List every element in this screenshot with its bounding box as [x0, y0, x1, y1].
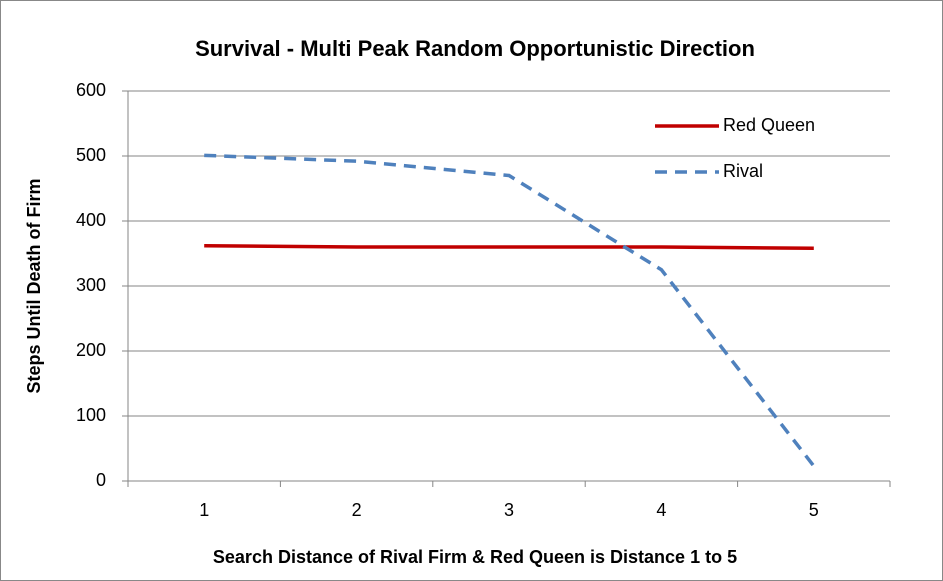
x-tick-label: 2 — [352, 500, 362, 520]
x-tick-label: 4 — [656, 500, 666, 520]
x-axis-label: Search Distance of Rival Firm & Red Quee… — [213, 547, 737, 567]
y-tick-label: 100 — [76, 405, 106, 425]
y-tick-label: 0 — [96, 470, 106, 490]
x-tick-label: 1 — [199, 500, 209, 520]
chart-title: Survival - Multi Peak Random Opportunist… — [195, 36, 755, 61]
y-tick-label: 400 — [76, 210, 106, 230]
legend-label: Rival — [723, 161, 763, 181]
y-tick-label: 500 — [76, 145, 106, 165]
series-line — [204, 243, 814, 251]
legend-label: Red Queen — [723, 115, 815, 135]
y-axis-label: Steps Until Death of Firm — [24, 178, 44, 393]
x-tick-label: 3 — [504, 500, 514, 520]
y-tick-label: 600 — [76, 80, 106, 100]
y-tick-label: 200 — [76, 340, 106, 360]
y-tick-label: 300 — [76, 275, 106, 295]
x-tick-label: 5 — [809, 500, 819, 520]
series-line — [204, 153, 816, 468]
